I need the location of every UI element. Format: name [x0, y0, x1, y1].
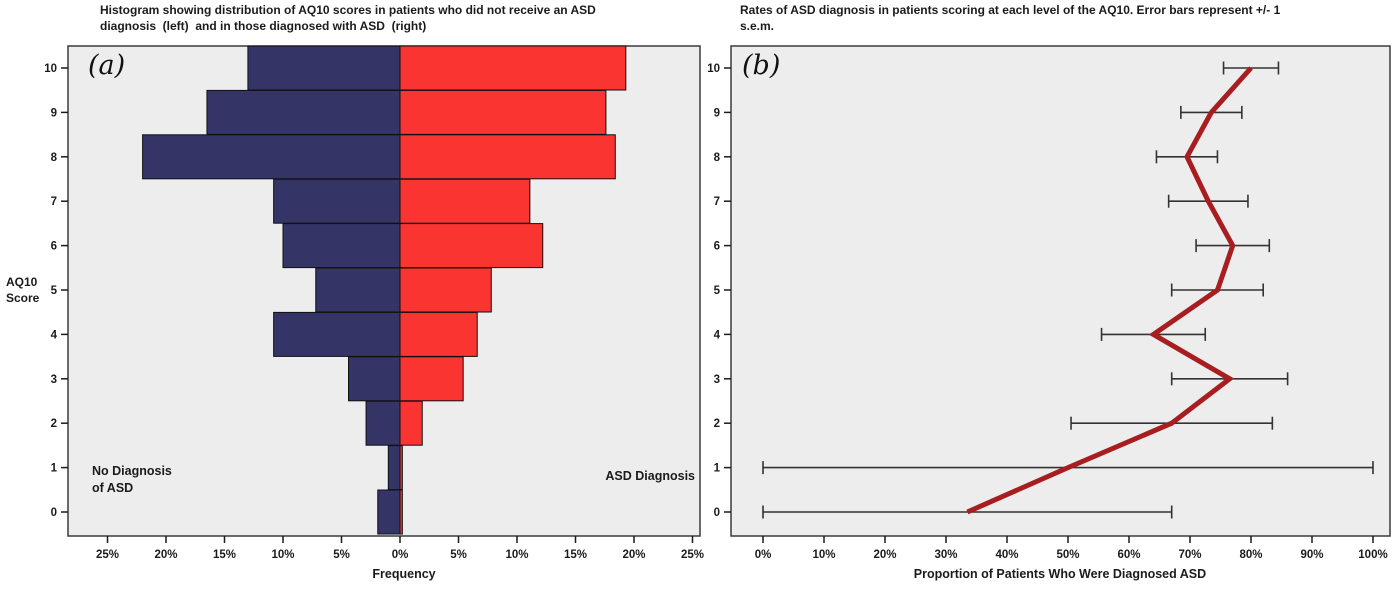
histogram-bar-no-asd-score-8: [142, 134, 401, 180]
panel-b-y-tick-label: 10: [707, 63, 720, 75]
panel-a-y-tick-label: 9: [51, 107, 57, 119]
histogram-bar-no-asd-score-0: [377, 489, 401, 535]
histogram-bar-asd-score-6: [399, 223, 544, 269]
panel-b-x-tick-label: 0%: [755, 549, 772, 561]
panel-a-x-tick-label: 20%: [154, 549, 177, 561]
panel-a-x-tick-label: 15%: [564, 549, 587, 561]
panel-b-y-tick-label: 2: [714, 418, 720, 430]
panel-a-y-tick-label: 8: [51, 152, 58, 164]
histogram-bar-asd-score-2: [399, 400, 423, 446]
panel-a-y-axis-label: AQ10 Score: [6, 275, 40, 306]
histogram-bar-no-asd-score-6: [282, 223, 401, 269]
panel-a-y-tick-label: 7: [51, 196, 57, 208]
panel-a-y-tick-label: 10: [44, 63, 57, 75]
histogram-bar-no-asd-score-7: [273, 178, 401, 224]
panel-b-plot-area: [730, 45, 1391, 537]
panel-a-y-tick-label: 1: [51, 463, 58, 475]
histogram-bar-asd-score-10: [399, 45, 627, 91]
panel-a-x-tick-label: 25%: [681, 549, 704, 561]
panel-a-y-tick-label: 0: [51, 507, 57, 519]
panel-a-title: Histogram showing distribution of AQ10 s…: [100, 3, 596, 34]
panel-b-y-tick-label: 5: [714, 285, 721, 297]
histogram-bar-no-asd-score-1: [387, 445, 401, 491]
panel-a-y-tick-label: 5: [51, 285, 58, 297]
histogram-bar-no-asd-score-3: [348, 356, 401, 402]
panel-b-x-tick-label: 90%: [1300, 549, 1323, 561]
histogram-bar-asd-score-9: [399, 89, 607, 135]
histogram-bar-asd-score-3: [399, 356, 464, 402]
panel-b-x-tick-label: 80%: [1239, 549, 1262, 561]
panel-b-x-tick-label: 40%: [995, 549, 1018, 561]
panel-a-y-tick-label: 3: [51, 374, 57, 386]
panel-a-y-tick-label: 2: [51, 418, 57, 430]
histogram-bar-asd-score-7: [399, 178, 531, 224]
histogram-bar-no-asd-score-5: [315, 267, 401, 313]
panel-a-x-tick-label: 15%: [213, 549, 236, 561]
panel-b-x-axis-label: Proportion of Patients Who Were Diagnose…: [913, 567, 1207, 581]
panel-a-x-tick-label: 10%: [271, 549, 294, 561]
panel-b-y-tick-label: 8: [714, 152, 721, 164]
panel-a-x-tick-label: 0%: [392, 549, 409, 561]
panel-b-x-tick-label: 70%: [1178, 549, 1201, 561]
asd-rate-line: [966, 66, 1253, 515]
panel-b-title: Rates of ASD diagnosis in patients scori…: [740, 3, 1281, 34]
panel-a-x-tick-label: 20%: [622, 549, 645, 561]
panel-b-x-tick-label: 100%: [1358, 549, 1387, 561]
panel-b-y-tick-label: 4: [714, 329, 721, 341]
panel-a-y-tick-label: 6: [51, 241, 57, 253]
panel-a-letter: (a): [88, 50, 126, 81]
panel-a-x-axis-label: Frequency: [372, 567, 436, 581]
panel-b-x-tick-label: 50%: [1056, 549, 1079, 561]
panel-b-x-tick-label: 30%: [934, 549, 957, 561]
histogram-bar-asd-score-5: [399, 267, 492, 313]
panel-a-y-tick-label: 4: [51, 329, 58, 341]
panel-a-x-tick-label: 10%: [505, 549, 528, 561]
histogram-bar-asd-score-1: [399, 445, 403, 491]
histogram-bar-no-asd-score-4: [273, 311, 401, 357]
panel-b-x-tick-label: 20%: [873, 549, 896, 561]
panel-b-y-tick-label: 1: [714, 463, 721, 475]
histogram-bar-no-asd-score-2: [365, 400, 401, 446]
panel-a-annotation-asd-diagnosis: ASD Diagnosis: [605, 469, 695, 483]
histogram-bar-no-asd-score-9: [206, 89, 401, 135]
panel-a-annotation-no-diagnosis: No Diagnosis of ASD: [92, 464, 172, 495]
panel-b-y-tick-label: 3: [714, 374, 720, 386]
panel-b-y-tick-label: 7: [714, 196, 720, 208]
panel-b-y-tick-label: 6: [714, 241, 720, 253]
histogram-bar-asd-score-4: [399, 311, 478, 357]
panel-b-letter: (b): [742, 50, 781, 81]
histogram-bar-asd-score-8: [399, 134, 616, 180]
histogram-bar-asd-score-0: [399, 489, 403, 535]
panel-b-x-tick-label: 60%: [1117, 549, 1140, 561]
panel-b-x-tick-label: 10%: [812, 549, 835, 561]
panel-a-x-tick-label: 5%: [450, 549, 467, 561]
panel-a-x-tick-label: 5%: [333, 549, 350, 561]
panel-a-x-tick-label: 25%: [96, 549, 119, 561]
panel-b-y-tick-label: 9: [714, 107, 720, 119]
histogram-bar-no-asd-score-10: [247, 45, 401, 91]
panel-b-y-tick-label: 0: [714, 507, 720, 519]
